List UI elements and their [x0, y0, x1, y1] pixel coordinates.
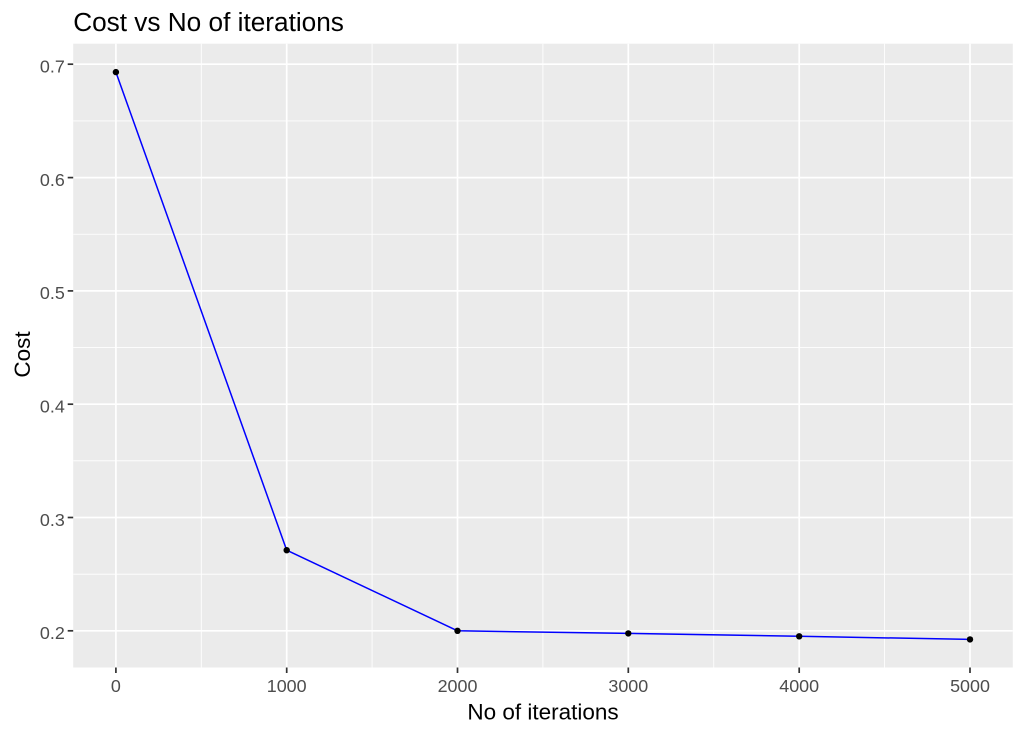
- svg-text:0.3: 0.3: [40, 510, 65, 530]
- svg-text:Cost vs No of iterations: Cost vs No of iterations: [73, 7, 344, 37]
- svg-text:5000: 5000: [950, 676, 990, 696]
- svg-text:0.5: 0.5: [40, 283, 65, 303]
- svg-text:2000: 2000: [438, 676, 478, 696]
- svg-text:0.4: 0.4: [40, 396, 65, 416]
- svg-text:0.6: 0.6: [40, 170, 65, 190]
- svg-text:0: 0: [111, 676, 121, 696]
- svg-text:1000: 1000: [267, 676, 307, 696]
- svg-text:Cost: Cost: [10, 331, 35, 378]
- svg-text:No of iterations: No of iterations: [467, 700, 618, 725]
- svg-text:0.7: 0.7: [40, 56, 65, 76]
- svg-text:0.2: 0.2: [40, 623, 65, 643]
- svg-text:3000: 3000: [608, 676, 648, 696]
- svg-text:4000: 4000: [779, 676, 819, 696]
